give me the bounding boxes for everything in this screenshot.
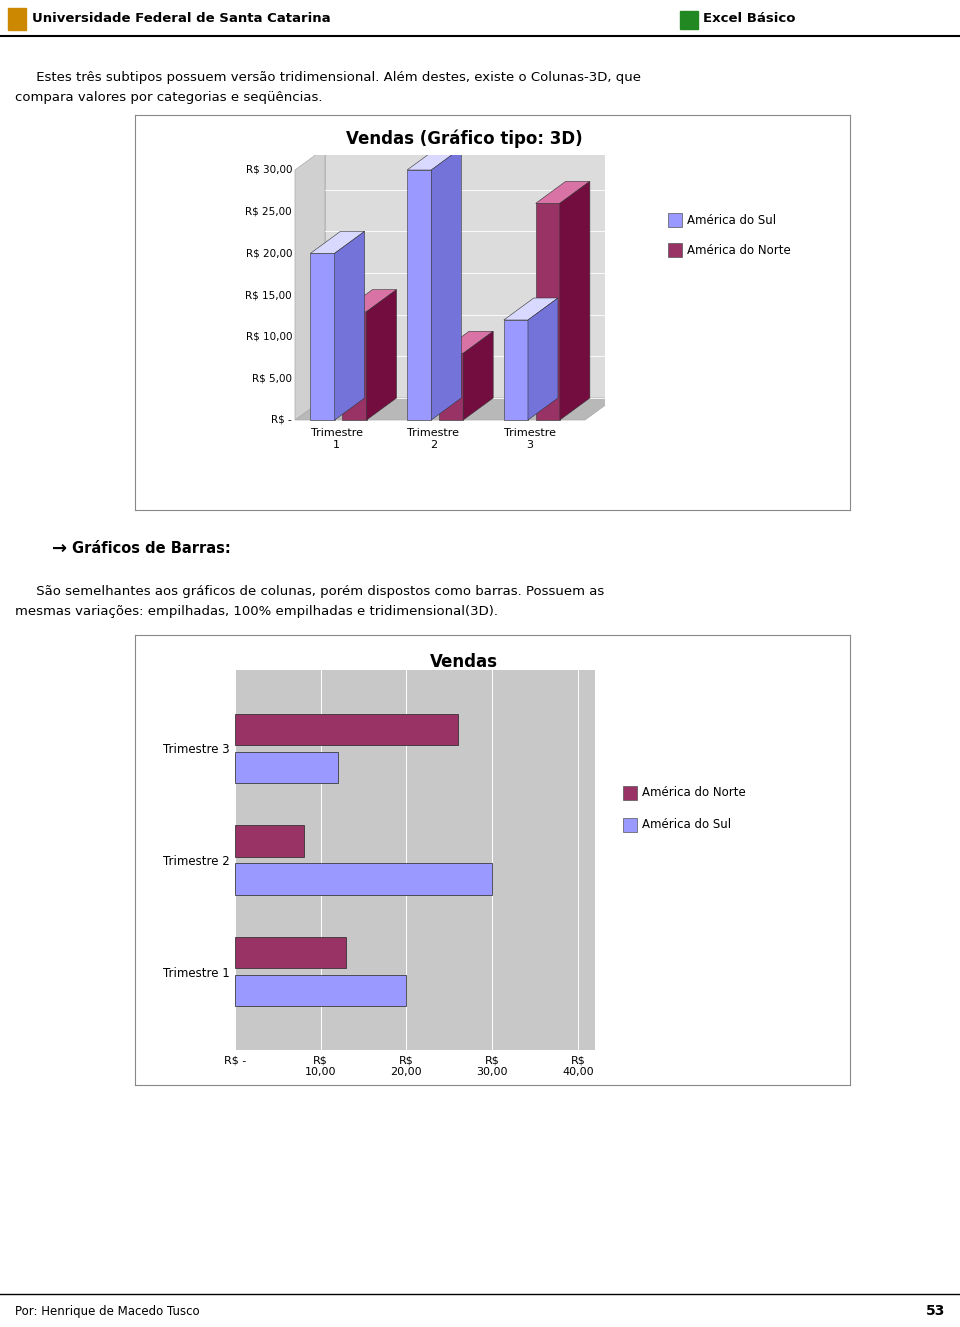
Polygon shape bbox=[536, 182, 589, 203]
Bar bbox=[310, 253, 335, 421]
Polygon shape bbox=[325, 149, 615, 398]
Text: R$ 15,00: R$ 15,00 bbox=[246, 291, 292, 300]
Text: Universidade Federal de Santa Catarina: Universidade Federal de Santa Catarina bbox=[32, 12, 330, 25]
Bar bbox=[680, 11, 698, 29]
Text: R$ 20,00: R$ 20,00 bbox=[246, 248, 292, 259]
Text: R$ -: R$ - bbox=[272, 415, 292, 425]
Bar bbox=[235, 825, 303, 857]
Text: América do Sul: América do Sul bbox=[642, 819, 732, 832]
Bar bbox=[668, 214, 682, 227]
Polygon shape bbox=[310, 231, 365, 253]
Bar bbox=[623, 817, 637, 832]
Polygon shape bbox=[439, 332, 493, 353]
Bar bbox=[235, 864, 492, 894]
Bar bbox=[8, 8, 26, 31]
Polygon shape bbox=[367, 289, 396, 421]
Text: R$ 5,00: R$ 5,00 bbox=[252, 373, 292, 384]
Bar bbox=[536, 203, 560, 421]
Text: América do Norte: América do Norte bbox=[687, 243, 791, 256]
Text: mesmas variações: empilhadas, 100% empilhadas e tridimensional(3D).: mesmas variações: empilhadas, 100% empil… bbox=[15, 605, 498, 618]
Text: Vendas: Vendas bbox=[430, 653, 498, 671]
Polygon shape bbox=[295, 398, 615, 421]
Polygon shape bbox=[528, 299, 558, 421]
Bar bbox=[407, 170, 431, 421]
Bar bbox=[235, 714, 458, 744]
Text: Gráficos de Barras:: Gráficos de Barras: bbox=[72, 541, 230, 556]
Text: R$ 30,00: R$ 30,00 bbox=[246, 165, 292, 175]
Bar bbox=[235, 937, 347, 969]
Bar bbox=[235, 751, 338, 783]
Bar bbox=[623, 786, 637, 800]
Text: Excel Básico: Excel Básico bbox=[703, 12, 796, 25]
Bar bbox=[343, 312, 367, 421]
Text: Vendas (Gráfico tipo: 3D): Vendas (Gráfico tipo: 3D) bbox=[346, 130, 582, 149]
Text: 53: 53 bbox=[925, 1304, 945, 1318]
Polygon shape bbox=[343, 289, 396, 312]
Bar bbox=[504, 320, 528, 421]
Text: Trimestre
3: Trimestre 3 bbox=[504, 429, 556, 450]
Polygon shape bbox=[407, 149, 462, 170]
Text: Estes três subtipos possuem versão tridimensional. Além destes, existe o Colunas: Estes três subtipos possuem versão tridi… bbox=[15, 72, 641, 84]
Polygon shape bbox=[431, 149, 462, 421]
Text: América do Norte: América do Norte bbox=[642, 787, 746, 799]
Text: compara valores por categorias e seqüências.: compara valores por categorias e seqüênc… bbox=[15, 92, 323, 104]
Text: Trimestre
2: Trimestre 2 bbox=[407, 429, 459, 450]
Text: Por: Henrique de Macedo Tusco: Por: Henrique de Macedo Tusco bbox=[15, 1304, 200, 1318]
Text: América do Sul: América do Sul bbox=[687, 214, 776, 227]
Polygon shape bbox=[295, 149, 325, 421]
Polygon shape bbox=[504, 299, 558, 320]
Text: R$ 25,00: R$ 25,00 bbox=[246, 207, 292, 216]
Bar bbox=[235, 975, 406, 1006]
Bar bbox=[439, 353, 464, 421]
Polygon shape bbox=[560, 182, 589, 421]
Polygon shape bbox=[464, 332, 493, 421]
Text: São semelhantes aos gráficos de colunas, porém dispostos como barras. Possuem as: São semelhantes aos gráficos de colunas,… bbox=[15, 585, 604, 598]
Text: R$ 10,00: R$ 10,00 bbox=[246, 332, 292, 341]
Text: Trimestre
1: Trimestre 1 bbox=[311, 429, 363, 450]
Polygon shape bbox=[335, 231, 365, 421]
Bar bbox=[668, 243, 682, 257]
Text: →: → bbox=[52, 540, 67, 557]
